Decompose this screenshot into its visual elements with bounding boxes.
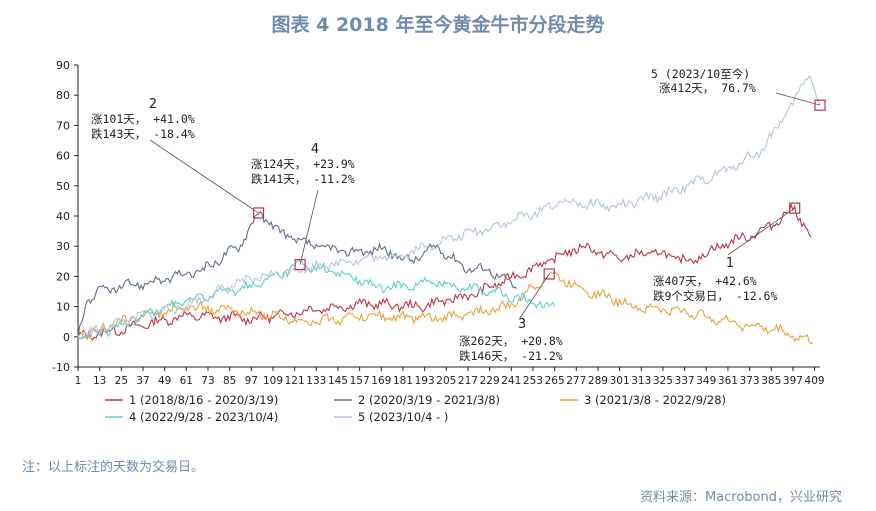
x-tick-label: 121 (285, 375, 305, 387)
annotation-marker (789, 202, 801, 214)
y-tick-label: 30 (56, 240, 70, 253)
annotation-text: 跌141天， -11.2% (251, 172, 355, 186)
x-tick-label: 409 (805, 375, 825, 387)
x-tick-label: 61 (180, 375, 193, 387)
annotation-number: 2 (149, 97, 157, 112)
annotation-text: 涨407天， +42.6% (653, 274, 757, 288)
y-tick-label: 40 (56, 210, 70, 223)
x-tick-label: 313 (631, 375, 651, 387)
y-tick-label: 50 (56, 180, 70, 193)
annotation-number: 5 (2023/10至今) (651, 67, 750, 81)
x-tick-label: 277 (566, 375, 586, 387)
x-tick-label: 157 (350, 375, 370, 387)
x-tick-label: 37 (136, 375, 149, 387)
x-tick-label: 361 (718, 375, 738, 387)
annotation-text: 跌9个交易日， -12.6% (653, 289, 777, 303)
y-tick-label: 10 (56, 301, 70, 314)
y-tick-label: 60 (56, 150, 70, 163)
x-tick-label: 169 (371, 375, 391, 387)
annotation-text: 跌143天， -18.4% (91, 127, 195, 141)
x-tick-label: 97 (245, 375, 258, 387)
annotation-marker (252, 207, 265, 219)
annotation-leader-line (727, 207, 795, 256)
annotation-text: 涨412天， 76.7% (659, 81, 756, 95)
x-tick-label: 217 (458, 375, 478, 387)
x-tick-label: 193 (415, 375, 435, 387)
x-tick-label: 301 (610, 375, 630, 387)
x-tick-label: 133 (306, 375, 326, 387)
y-tick-label: 20 (56, 270, 70, 283)
x-tick-label: 265 (545, 375, 565, 387)
x-tick-label: 13 (93, 375, 106, 387)
annotation-number: 4 (311, 142, 319, 157)
y-tick-label: 80 (56, 89, 70, 102)
legend-label: 2 (2020/3/19 - 2021/3/8) (358, 393, 500, 407)
chart-title: 图表 4 2018 年至今黄金牛市分段走势 (271, 14, 605, 36)
y-tick-label: 0 (63, 331, 70, 344)
annotation-leader-line (775, 92, 821, 106)
series-line (77, 202, 812, 341)
x-tick-label: 253 (523, 375, 543, 387)
legend-label: 4 (2022/9/28 - 2023/10/4) (129, 410, 278, 424)
annotation-text: 跌146天， -21.2% (459, 349, 563, 363)
x-tick-label: 241 (501, 375, 521, 387)
annotation-number: 3 (518, 317, 526, 332)
source-text: 资料来源：Macrobond，兴业研究 (639, 490, 842, 505)
legend-label: 3 (2021/3/8 - 2022/9/28) (584, 393, 726, 407)
annotation-leader-line (149, 139, 259, 214)
x-tick-label: 397 (783, 375, 803, 387)
x-tick-label: 73 (201, 375, 214, 387)
annotation-text: 涨101天， +41.0% (91, 112, 195, 126)
legend-label: 5 (2023/10/4 - ) (358, 410, 448, 424)
annotation-number: 1 (726, 256, 734, 271)
x-tick-label: 229 (480, 375, 500, 387)
annotation-text: 涨262天， +20.8% (459, 334, 563, 348)
x-tick-label: 1 (75, 375, 82, 387)
series-line (77, 74, 821, 340)
annotation-leader-line (299, 189, 319, 265)
series-line (77, 271, 813, 345)
x-tick-label: 325 (653, 375, 673, 387)
annotation-leader-line (519, 273, 550, 319)
x-tick-label: 349 (696, 375, 716, 387)
chart-series (77, 74, 821, 345)
x-tick-label: 109 (263, 375, 283, 387)
legend-label: 1 (2018/8/16 - 2020/3/19) (129, 393, 278, 407)
x-tick-label: 49 (158, 375, 171, 387)
series-line (77, 210, 518, 337)
series-line (77, 259, 556, 339)
x-tick-label: 289 (588, 375, 608, 387)
footnote: 注：以上标注的天数为交易日。 (22, 460, 205, 475)
x-tick-label: 373 (740, 375, 760, 387)
annotation-marker (814, 99, 826, 111)
x-tick-label: 385 (761, 375, 781, 387)
x-tick-label: 181 (393, 375, 413, 387)
annotation-text: 涨124天， +23.9% (251, 157, 355, 171)
x-tick-label: 85 (223, 375, 236, 387)
annotation-marker (294, 259, 306, 271)
x-tick-label: 205 (436, 375, 456, 387)
y-tick-label: 70 (56, 119, 70, 132)
chart-legend: 1 (2018/8/16 - 2020/3/19) 2 (2020/3/19 - … (105, 393, 726, 424)
annotation-marker (543, 268, 555, 280)
y-tick-label: 90 (56, 59, 70, 72)
x-tick-label: 337 (675, 375, 695, 387)
x-tick-label: 25 (115, 375, 128, 387)
x-tick-label: 145 (328, 375, 348, 387)
y-tick-label: -10 (52, 361, 70, 374)
